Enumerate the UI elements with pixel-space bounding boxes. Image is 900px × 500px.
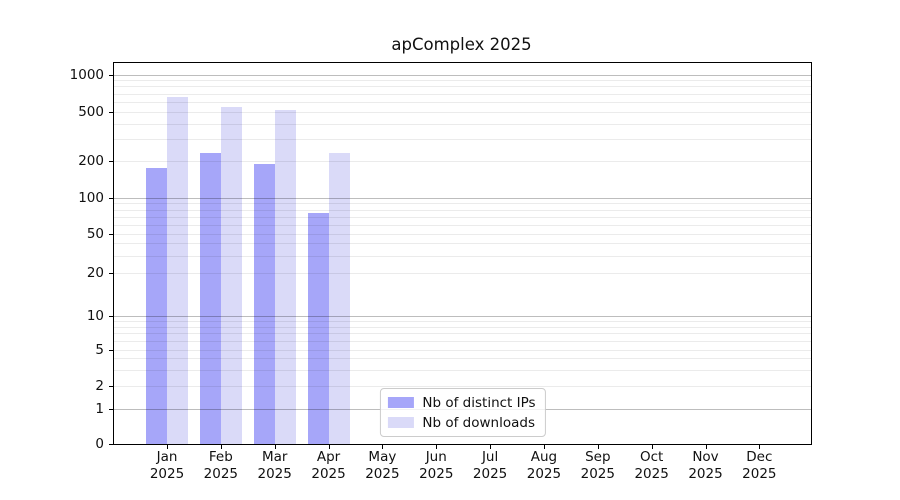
x-tick-mark — [651, 445, 653, 449]
y-tick-mark — [109, 316, 113, 317]
y-tick-mark — [109, 386, 113, 387]
y-tick-label-5: 5 — [95, 341, 104, 358]
x-tick-mark — [167, 445, 168, 449]
bar-distinct-ips-feb — [199, 153, 221, 444]
x-tick-mark — [382, 445, 384, 449]
y-tick-label-1: 1 — [95, 400, 104, 417]
y-tick-label-100: 100 — [78, 190, 104, 206]
legend-label-downloads: Nb of downloads — [422, 414, 535, 431]
x-tick-label-mar: Mar 2025 — [257, 449, 292, 482]
x-tick-label-jan: Jan 2025 — [149, 449, 185, 482]
y-gridline-300 — [114, 139, 811, 141]
chart-title: apComplex 2025 — [391, 35, 532, 54]
y-tick-label-20: 20 — [86, 265, 104, 281]
legend-swatch-distinct-ips — [387, 397, 414, 408]
bar-downloads-apr — [328, 153, 350, 444]
legend-item-downloads: Nb of downloads — [387, 414, 535, 431]
x-tick-label-aug: Aug 2025 — [526, 449, 562, 482]
bar-downloads-jan — [167, 97, 188, 444]
x-tick-label-sep: Sep 2025 — [580, 449, 615, 482]
y-tick-label-2: 2 — [95, 378, 104, 394]
legend-swatch-downloads — [387, 417, 414, 428]
y-gridline-500 — [114, 111, 811, 113]
x-tick-mark — [490, 445, 492, 449]
legend: Nb of distinct IPs Nb of downloads — [379, 388, 546, 437]
bar-downloads-feb — [220, 106, 242, 444]
x-tick-mark — [274, 445, 276, 449]
x-tick-mark — [436, 445, 438, 449]
y-tick-mark — [109, 161, 113, 162]
y-tick-mark — [109, 273, 113, 274]
y-tick-label-200: 200 — [78, 153, 104, 169]
x-tick-label-nov: Nov 2025 — [688, 449, 723, 482]
y-tick-label-500: 500 — [78, 103, 104, 120]
bar-downloads-mar — [274, 110, 296, 444]
y-tick-mark — [109, 111, 113, 113]
x-tick-label-oct: Oct 2025 — [634, 449, 669, 482]
bar-distinct-ips-apr — [307, 212, 329, 444]
x-tick-mark — [759, 445, 761, 449]
y-tick-mark — [109, 198, 113, 199]
y-gridline-800 — [114, 86, 811, 88]
x-tick-mark — [705, 445, 707, 449]
bar-distinct-ips-jan — [146, 168, 167, 444]
x-tick-label-feb: Feb 2025 — [203, 449, 239, 482]
x-tick-mark — [543, 445, 545, 449]
y-tick-mark — [109, 74, 113, 76]
y-gridline-700 — [114, 93, 811, 95]
x-tick-mark — [328, 445, 330, 449]
legend-item-distinct-ips: Nb of distinct IPs — [387, 394, 536, 411]
x-tick-mark — [597, 445, 599, 449]
y-tick-mark — [109, 234, 113, 235]
y-tick-label-0: 0 — [95, 436, 104, 452]
y-gridline-1000 — [114, 74, 811, 76]
x-tick-label-jul: Jul 2025 — [472, 449, 508, 482]
bar-distinct-ips-mar — [253, 163, 275, 444]
y-tick-mark — [109, 444, 113, 445]
x-tick-label-may: May 2025 — [365, 449, 400, 482]
y-gridline-400 — [114, 123, 811, 125]
x-tick-label-jun: Jun 2025 — [419, 449, 454, 482]
y-tick-label-10: 10 — [86, 308, 104, 324]
x-tick-mark — [220, 445, 222, 449]
x-tick-label-dec: Dec 2025 — [742, 449, 777, 482]
y-tick-label-1000: 1000 — [69, 66, 104, 83]
plot-area: Nb of distinct IPs Nb of downloads — [113, 62, 812, 445]
y-tick-label-50: 50 — [86, 226, 104, 242]
y-tick-mark — [109, 349, 113, 351]
y-tick-mark — [109, 408, 113, 410]
legend-label-distinct-ips: Nb of distinct IPs — [422, 394, 536, 411]
x-tick-label-apr: Apr 2025 — [311, 449, 346, 482]
y-gridline-600 — [114, 101, 811, 103]
y-gridline-900 — [114, 80, 811, 82]
